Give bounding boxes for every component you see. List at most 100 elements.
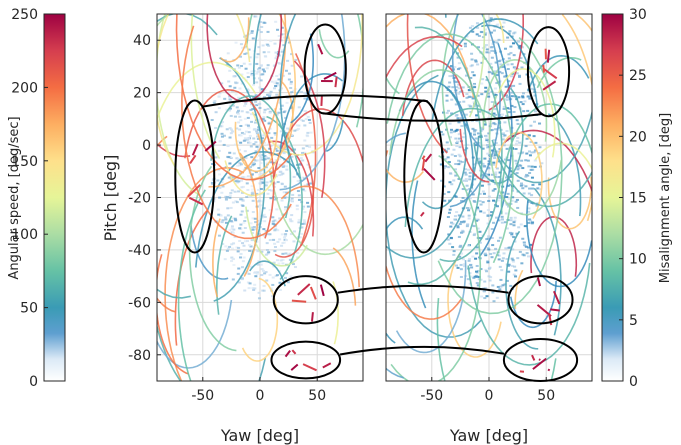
data-cell xyxy=(281,258,285,261)
data-cell xyxy=(497,239,501,242)
data-cell xyxy=(267,93,271,96)
data-cell xyxy=(263,39,267,42)
data-cell xyxy=(273,223,277,226)
data-cell xyxy=(263,119,267,122)
data-cell xyxy=(240,186,244,189)
trajectory xyxy=(274,153,315,258)
data-cell xyxy=(254,159,258,162)
data-cell xyxy=(230,243,234,246)
data-cell xyxy=(459,160,463,163)
data-cell xyxy=(526,109,530,112)
trajectory xyxy=(547,176,592,230)
data-cell xyxy=(478,230,482,233)
data-cell xyxy=(293,148,296,151)
data-cell xyxy=(515,72,519,75)
data-cell xyxy=(256,263,260,266)
data-cell xyxy=(289,275,293,278)
data-cell xyxy=(524,175,528,178)
data-cell xyxy=(210,118,214,121)
data-cell xyxy=(475,252,479,255)
data-cell xyxy=(295,204,299,207)
data-cell xyxy=(306,131,310,134)
data-cell xyxy=(251,199,255,202)
data-cell xyxy=(528,187,532,190)
y-tick-label: 40 xyxy=(133,33,151,49)
data-cell xyxy=(245,195,249,198)
data-cell xyxy=(217,213,221,216)
data-cell xyxy=(507,57,511,60)
data-cell xyxy=(306,115,310,118)
data-cell xyxy=(265,279,269,282)
data-cell xyxy=(239,124,243,127)
data-cell xyxy=(236,250,240,253)
data-cell xyxy=(258,158,262,161)
data-cell xyxy=(463,132,467,135)
data-cell xyxy=(456,226,460,229)
data-cell xyxy=(226,196,230,199)
data-cell xyxy=(245,88,249,91)
data-cell xyxy=(479,210,483,213)
data-cell xyxy=(255,132,259,135)
data-cell xyxy=(258,204,262,207)
data-cell xyxy=(517,96,521,99)
data-cell xyxy=(491,189,495,192)
data-cell xyxy=(258,86,262,89)
data-cell xyxy=(482,211,486,214)
data-cell xyxy=(238,128,242,131)
data-cell xyxy=(520,66,524,69)
data-cell xyxy=(284,206,288,209)
data-cell xyxy=(446,109,450,112)
data-cell xyxy=(443,199,447,202)
data-cell xyxy=(524,245,528,248)
data-cell xyxy=(278,288,282,291)
data-cell xyxy=(503,75,507,78)
data-cell xyxy=(515,198,519,201)
data-cell xyxy=(470,266,474,269)
data-cell xyxy=(244,67,248,70)
data-cell xyxy=(273,132,277,135)
data-cell xyxy=(218,173,222,176)
data-cell xyxy=(496,176,500,179)
data-cell xyxy=(453,215,457,218)
data-cell xyxy=(240,73,244,76)
data-cell xyxy=(271,283,275,286)
data-cell xyxy=(268,95,272,98)
data-cell xyxy=(494,247,498,250)
data-cell xyxy=(538,183,542,186)
data-cell xyxy=(246,124,250,127)
data-cell xyxy=(532,151,536,154)
highlight-ellipse xyxy=(502,338,579,382)
data-cell xyxy=(257,46,261,49)
data-cell xyxy=(533,165,537,168)
data-cell xyxy=(506,192,510,195)
data-cell xyxy=(237,157,241,160)
data-cell xyxy=(306,205,310,208)
data-cell xyxy=(521,167,525,170)
data-cell xyxy=(525,137,529,140)
data-cell xyxy=(506,184,510,187)
data-cell xyxy=(252,128,256,131)
data-cell xyxy=(233,176,237,179)
data-cell xyxy=(492,199,496,202)
data-cell xyxy=(232,228,236,231)
data-cell xyxy=(507,263,511,266)
data-cell xyxy=(247,48,251,51)
trajectory xyxy=(234,108,279,173)
data-cell xyxy=(231,130,235,133)
data-cell xyxy=(491,291,495,294)
data-cell xyxy=(450,183,454,186)
data-cell xyxy=(287,72,291,75)
data-cell xyxy=(218,92,222,95)
data-cell xyxy=(487,21,491,24)
data-cell xyxy=(480,173,484,176)
data-cell xyxy=(291,193,295,196)
data-cell xyxy=(513,106,517,109)
y-tick-label: -20 xyxy=(128,191,151,207)
data-cell xyxy=(293,129,297,132)
data-cell xyxy=(511,259,515,262)
data-cell xyxy=(241,204,245,207)
data-cell xyxy=(463,42,467,45)
data-cell xyxy=(474,59,478,62)
data-cell xyxy=(296,127,300,130)
data-cell xyxy=(255,130,259,133)
